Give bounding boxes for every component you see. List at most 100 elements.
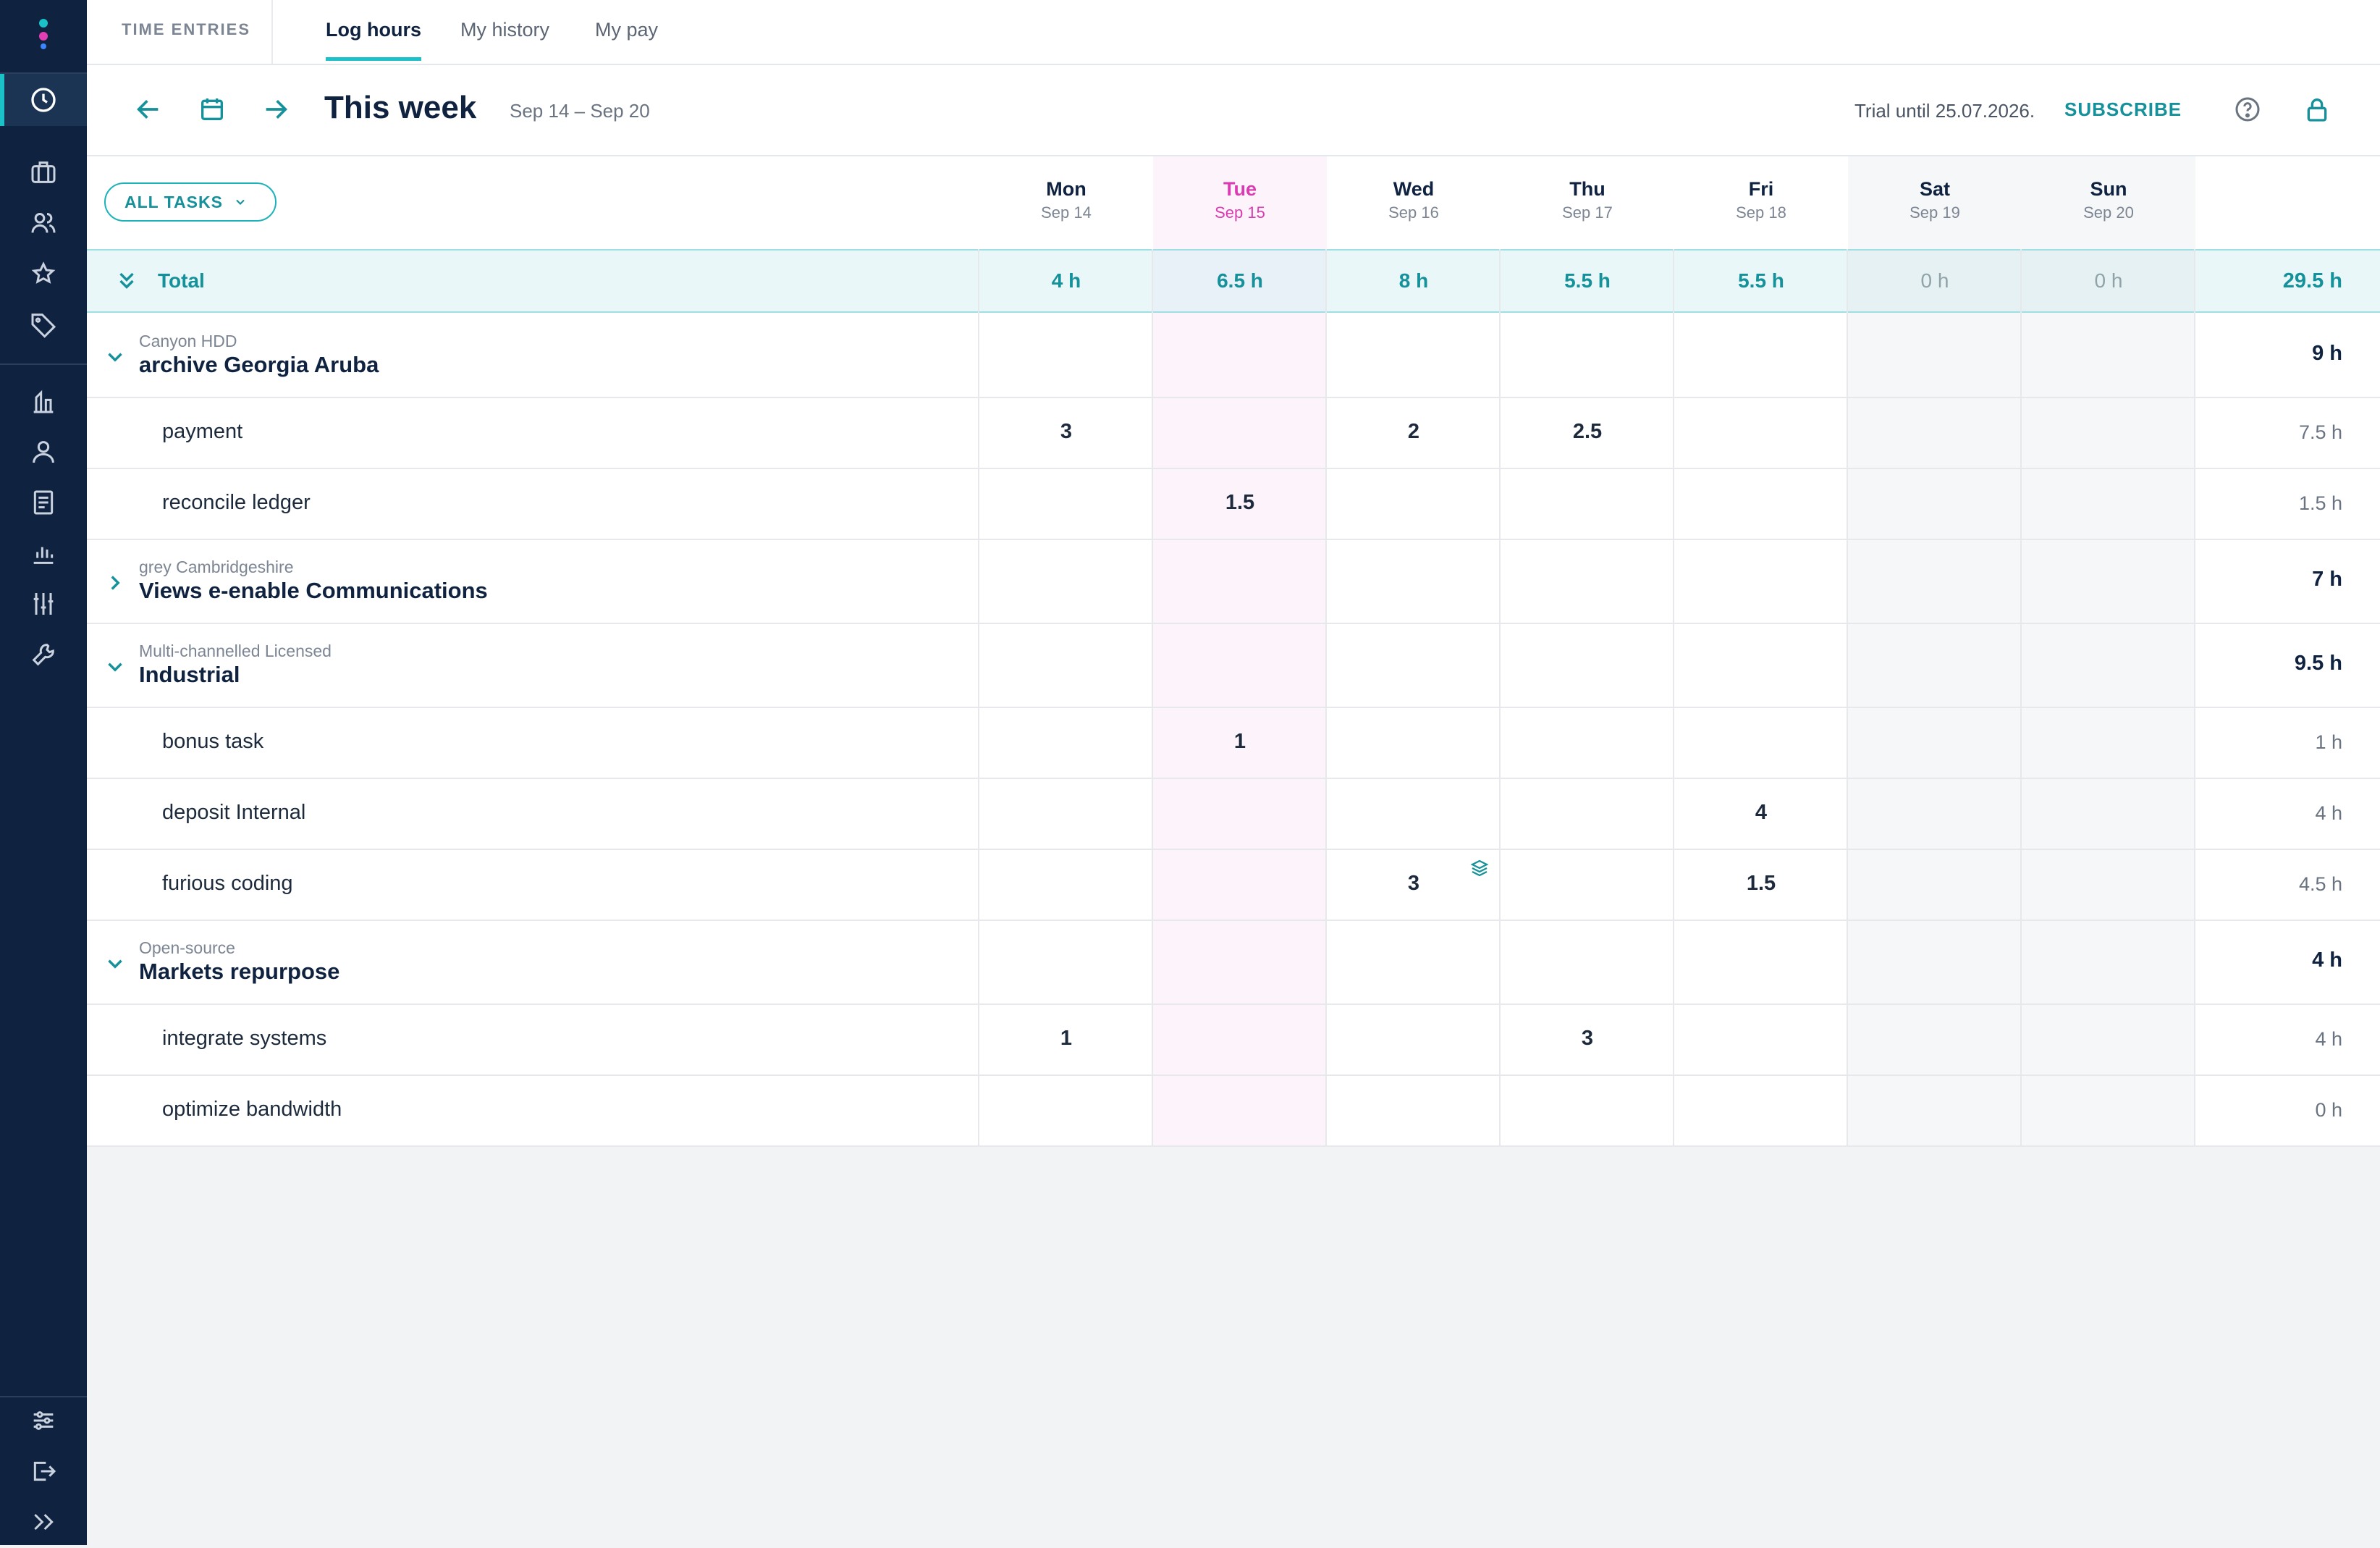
sidebar-item-tools[interactable] bbox=[0, 628, 87, 681]
day-header-fri: Fri Sep 18 bbox=[1674, 178, 1848, 222]
top-navigation: TIME ENTRIES Log hours My history My pay bbox=[87, 0, 2380, 65]
task-name[interactable]: bonus task bbox=[162, 730, 264, 753]
sidebar-divider bbox=[0, 363, 87, 365]
task-total: 4 h bbox=[2315, 1028, 2342, 1050]
project-name[interactable]: archive Georgia Aruba bbox=[139, 352, 379, 377]
row-divider bbox=[87, 849, 2380, 850]
hours-cell[interactable]: 1.5 bbox=[1225, 491, 1255, 514]
hours-cell[interactable]: 3 bbox=[1060, 420, 1073, 443]
weekend-column-bg bbox=[2022, 156, 2195, 1145]
day-name: Sun bbox=[2090, 178, 2127, 200]
task-name[interactable]: reconcile ledger bbox=[162, 491, 311, 514]
lock-button[interactable] bbox=[2300, 93, 2334, 126]
chevron-down-icon[interactable] bbox=[103, 345, 127, 369]
sidebar-item-logout[interactable] bbox=[0, 1445, 87, 1497]
tab-my-pay[interactable]: My pay bbox=[595, 19, 659, 41]
sidebar-item-time-entries[interactable] bbox=[0, 74, 87, 126]
sidebar-expand-button[interactable] bbox=[0, 1496, 87, 1548]
task-name[interactable]: optimize bandwidth bbox=[162, 1098, 342, 1121]
column-divider bbox=[1325, 249, 1327, 1145]
task-name[interactable]: integrate systems bbox=[162, 1027, 327, 1050]
sidebar-item-settings[interactable] bbox=[0, 578, 87, 630]
building-chart-icon bbox=[33, 390, 54, 413]
subscribe-link[interactable]: SUBSCRIBE bbox=[2064, 98, 2182, 120]
day-total: 5.5 h bbox=[1564, 269, 1611, 292]
week-range: Sep 14 – Sep 20 bbox=[510, 100, 650, 122]
row-divider bbox=[87, 778, 2380, 779]
chevron-right-icon[interactable] bbox=[103, 571, 127, 595]
day-date: Sep 14 bbox=[1041, 203, 1092, 222]
day-total: 5.5 h bbox=[1738, 269, 1784, 292]
day-header-sun: Sun Sep 20 bbox=[2022, 178, 2195, 222]
calendar-button[interactable] bbox=[195, 93, 229, 126]
help-icon bbox=[2235, 97, 2260, 122]
row-divider bbox=[87, 468, 2380, 469]
sidebar-item-projects[interactable] bbox=[0, 146, 87, 198]
tab-my-history[interactable]: My history bbox=[460, 19, 550, 41]
sidebar-item-invoices[interactable] bbox=[0, 476, 87, 529]
project-name[interactable]: Markets repurpose bbox=[139, 959, 340, 984]
hours-cell[interactable]: 3 bbox=[1581, 1027, 1594, 1050]
section-label: TIME ENTRIES bbox=[122, 20, 251, 38]
calendar-icon bbox=[201, 98, 223, 120]
row-divider bbox=[87, 920, 2380, 921]
day-date: Sep 15 bbox=[1215, 203, 1265, 222]
sidebar-item-favorites[interactable] bbox=[0, 248, 87, 300]
project-name[interactable]: Industrial bbox=[139, 662, 240, 687]
day-header-mon: Mon Sep 14 bbox=[979, 178, 1153, 222]
week-total: 29.5 h bbox=[2282, 269, 2342, 293]
all-tasks-filter-button[interactable]: ALL TASKS bbox=[104, 182, 277, 222]
next-week-button[interactable] bbox=[259, 93, 292, 126]
sidebar-item-tags[interactable] bbox=[0, 298, 87, 350]
week-title: This week bbox=[324, 90, 477, 125]
day-total: 0 h bbox=[1848, 251, 2022, 311]
previous-week-button[interactable] bbox=[132, 93, 165, 126]
app-logo[interactable] bbox=[0, 0, 87, 72]
task-name[interactable]: furious coding bbox=[162, 872, 293, 895]
hours-cell[interactable]: 4 bbox=[1755, 801, 1768, 824]
column-divider bbox=[2020, 249, 2022, 1145]
chevron-down-icon[interactable] bbox=[103, 951, 127, 976]
sidebar-item-reports[interactable] bbox=[0, 375, 87, 427]
hours-cell[interactable]: 1 bbox=[1233, 730, 1246, 753]
star-icon bbox=[31, 261, 56, 284]
sidebar-item-preferences[interactable] bbox=[0, 1395, 87, 1447]
hours-cell[interactable]: 1 bbox=[1060, 1027, 1073, 1050]
hours-cell[interactable]: 2 bbox=[1407, 420, 1420, 443]
sidebar-item-team[interactable] bbox=[0, 197, 87, 249]
day-header-tue: Tue Sep 15 bbox=[1153, 178, 1327, 222]
sidebar-divider bbox=[0, 1396, 87, 1397]
column-divider bbox=[1673, 249, 1674, 1145]
tab-log-hours[interactable]: Log hours bbox=[326, 19, 421, 61]
hours-cell[interactable]: 1.5 bbox=[1746, 872, 1776, 895]
hours-cell[interactable]: 2.5 bbox=[1572, 420, 1603, 443]
help-button[interactable] bbox=[2231, 93, 2264, 126]
task-name[interactable]: deposit Internal bbox=[162, 801, 306, 824]
project-total: 9 h bbox=[2312, 342, 2342, 365]
lock-icon bbox=[2307, 98, 2327, 122]
chevron-down-icon[interactable] bbox=[103, 655, 127, 679]
task-name[interactable]: payment bbox=[162, 420, 243, 443]
layers-icon[interactable] bbox=[1469, 857, 1490, 879]
sidebar-item-analytics[interactable] bbox=[0, 527, 87, 579]
project-client: Open-source bbox=[139, 938, 235, 957]
project-client: Multi-channelled Licensed bbox=[139, 642, 332, 660]
project-client: Canyon HDD bbox=[139, 332, 237, 350]
row-divider bbox=[87, 707, 2380, 708]
project-name[interactable]: Views e-enable Communications bbox=[139, 578, 488, 603]
sidebar-item-users[interactable] bbox=[0, 426, 87, 478]
chevron-down-icon bbox=[236, 199, 245, 205]
time-grid: ALL TASKS Mon Sep 14 Tue Sep 15 Wed Sep 16 Thu… bbox=[87, 156, 2380, 1147]
day-date: Sep 19 bbox=[1910, 203, 1960, 222]
collapse-all-icon[interactable] bbox=[114, 269, 139, 293]
weekend-column-bg bbox=[1848, 156, 2022, 1145]
arrow-right-icon bbox=[266, 100, 287, 119]
day-total: 8 h bbox=[1398, 269, 1429, 292]
hours-cell[interactable]: 3 bbox=[1407, 872, 1420, 895]
column-divider bbox=[1152, 249, 1153, 1145]
row-divider bbox=[87, 1145, 2380, 1147]
people-icon bbox=[31, 213, 56, 233]
day-date: Sep 20 bbox=[2083, 203, 2134, 222]
day-name: Wed bbox=[1393, 178, 1435, 200]
